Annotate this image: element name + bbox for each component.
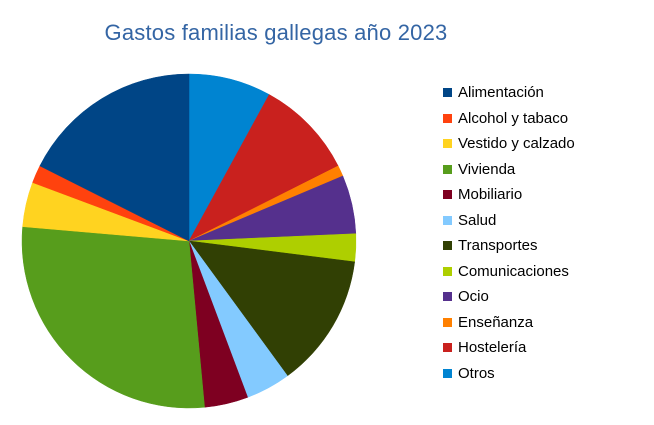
- legend-swatch: [443, 266, 452, 276]
- legend-item: Ocio: [443, 284, 575, 310]
- legend-item: Salud: [443, 208, 575, 234]
- legend-item: Mobiliario: [443, 182, 575, 208]
- legend-swatch: [443, 190, 452, 200]
- legend-swatch: [443, 368, 452, 378]
- chart-legend: Alimentación Alcohol y tabaco Vestido y ca…: [443, 80, 575, 386]
- legend-label: Vivienda: [458, 160, 516, 178]
- legend-label: Transportes: [458, 237, 538, 255]
- pie-slice-vivienda: [21, 226, 205, 409]
- legend-item: Vivienda: [443, 157, 575, 183]
- pie-slices: [21, 73, 357, 409]
- legend-swatch: [443, 317, 452, 327]
- legend-swatch: [443, 292, 452, 302]
- legend-swatch: [443, 241, 452, 251]
- legend-swatch: [443, 164, 452, 174]
- legend-swatch: [443, 113, 452, 123]
- legend-label: Hostelería: [458, 339, 527, 357]
- pie-slice-transportes: [188, 240, 355, 377]
- legend-label: Otros: [458, 364, 495, 382]
- legend-item: Hostelería: [443, 335, 575, 361]
- legend-item: Transportes: [443, 233, 575, 259]
- legend-label: Vestido y calzado: [458, 135, 575, 153]
- legend-item: Alimentación: [443, 80, 575, 106]
- legend-swatch: [443, 343, 452, 353]
- legend-label: Enseñanza: [458, 313, 534, 331]
- legend-label: Salud: [458, 211, 497, 229]
- chart-title: Gastos familias gallegas año 2023: [104, 20, 448, 45]
- legend-item: Comunicaciones: [443, 259, 575, 285]
- legend-swatch: [443, 139, 452, 149]
- pie-slice-alimentación: [39, 73, 190, 242]
- legend-item: Vestido y calzado: [443, 131, 575, 157]
- legend-label: Mobiliario: [458, 186, 523, 204]
- legend-label: Alimentación: [458, 84, 544, 102]
- legend-item: Otros: [443, 361, 575, 387]
- legend-label: Ocio: [458, 288, 489, 306]
- legend-item: Enseñanza: [443, 310, 575, 336]
- legend-label: Alcohol y tabaco: [458, 109, 569, 127]
- legend-swatch: [443, 215, 452, 225]
- legend-swatch: [443, 88, 452, 98]
- legend-label: Comunicaciones: [458, 262, 569, 280]
- pie-slice-hostelería: [188, 94, 339, 242]
- legend-item: Alcohol y tabaco: [443, 106, 575, 132]
